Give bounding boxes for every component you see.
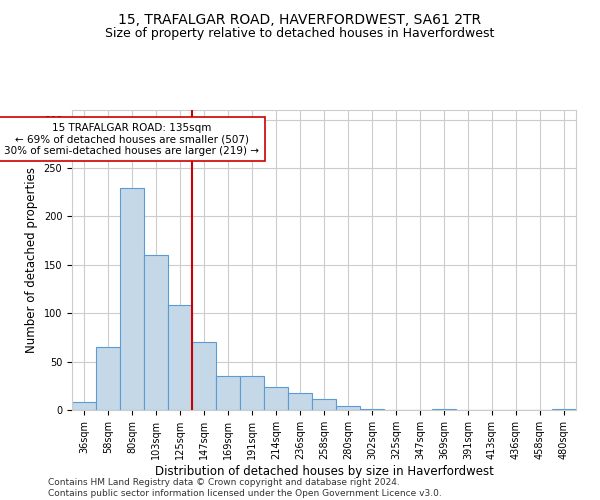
Bar bbox=[432, 409, 456, 410]
Bar bbox=[72, 402, 96, 410]
Bar bbox=[144, 255, 168, 410]
Bar bbox=[288, 392, 312, 410]
Y-axis label: Number of detached properties: Number of detached properties bbox=[25, 167, 38, 353]
Bar bbox=[264, 387, 288, 410]
Text: Size of property relative to detached houses in Haverfordwest: Size of property relative to detached ho… bbox=[106, 28, 494, 40]
Text: 15, TRAFALGAR ROAD, HAVERFORDWEST, SA61 2TR: 15, TRAFALGAR ROAD, HAVERFORDWEST, SA61 … bbox=[118, 12, 482, 26]
Bar bbox=[360, 409, 384, 410]
Bar bbox=[96, 347, 120, 410]
Bar bbox=[552, 409, 576, 410]
X-axis label: Distribution of detached houses by size in Haverfordwest: Distribution of detached houses by size … bbox=[155, 464, 493, 477]
Bar bbox=[168, 306, 192, 410]
Bar bbox=[312, 400, 336, 410]
Bar bbox=[336, 406, 360, 410]
Bar bbox=[240, 376, 264, 410]
Bar bbox=[120, 188, 144, 410]
Text: 15 TRAFALGAR ROAD: 135sqm
← 69% of detached houses are smaller (507)
30% of semi: 15 TRAFALGAR ROAD: 135sqm ← 69% of detac… bbox=[5, 122, 260, 156]
Bar bbox=[216, 376, 240, 410]
Bar bbox=[192, 342, 216, 410]
Text: Contains HM Land Registry data © Crown copyright and database right 2024.
Contai: Contains HM Land Registry data © Crown c… bbox=[48, 478, 442, 498]
